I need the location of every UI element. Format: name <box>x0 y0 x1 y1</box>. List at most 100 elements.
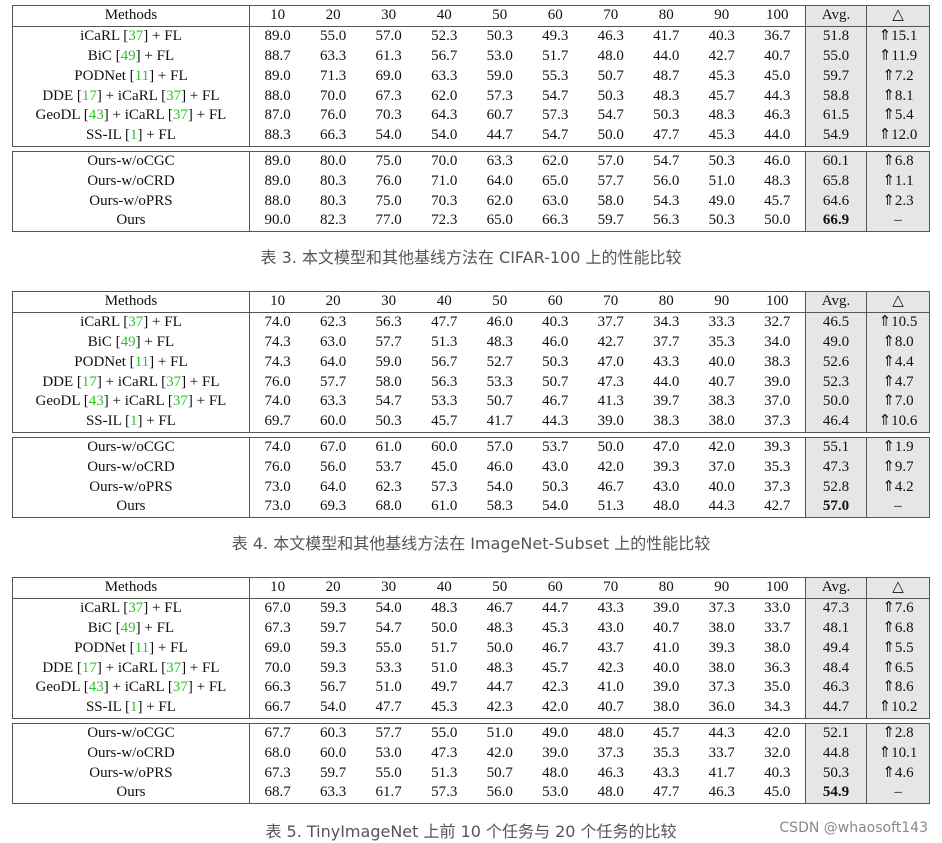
value-cell: 46.4 <box>805 411 867 433</box>
separator <box>12 432 930 438</box>
method-cell: BiC [49] + FL <box>12 618 250 639</box>
value-cell: 57.7 <box>375 333 402 350</box>
value-cell: 52.8 <box>805 477 867 497</box>
value-cell: 33.3 <box>708 314 735 331</box>
header-cell: 90 <box>694 291 750 313</box>
value-cell: 56.7 <box>320 679 347 696</box>
value-cell: 48.0 <box>597 47 624 64</box>
value-cell: 55.3 <box>542 67 569 84</box>
value-cell: 53.0 <box>527 782 583 804</box>
results-table: Methods 10 20 30 40 50 60 70 80 90 100 Avg. △ iCaRL [… <box>12 5 931 232</box>
value-cell: 57.0 <box>375 28 402 45</box>
value-cell: – <box>865 496 931 518</box>
value-cell: 42.7 <box>749 496 806 518</box>
value-cell: 42.3 <box>597 659 624 676</box>
value-cell: 89.0 <box>264 67 291 84</box>
value-cell: 32.7 <box>764 314 791 331</box>
value-cell: 54.0 <box>375 600 402 617</box>
value-cell: 38.0 <box>708 659 735 676</box>
value-cell: 77.0 <box>360 210 417 232</box>
value-cell: 54.0 <box>360 125 417 147</box>
data-row: BiC [49] + FL 67.3 59.7 54.7 50.0 48.3 45.3 43.… <box>12 618 931 639</box>
method-cell: GeoDL [43] + iCaRL [37] + FL <box>12 391 250 412</box>
value-cell: 59.3 <box>320 659 347 676</box>
value-cell: 50.0 <box>805 391 867 412</box>
method-cell: Ours-w/oCGC <box>12 437 250 458</box>
value-cell: 49.4 <box>805 638 867 659</box>
header-cell: Avg. <box>805 577 867 599</box>
value-cell: 50.0 <box>582 125 639 147</box>
value-cell: 41.0 <box>597 679 624 696</box>
value-cell: 35.3 <box>764 458 791 475</box>
header-cell: 30 <box>360 291 417 313</box>
value-cell: 44.3 <box>708 724 735 741</box>
value-cell: 50.7 <box>486 393 513 410</box>
value-cell: ⇑7.2 <box>865 66 931 87</box>
table-caption: 表 4. 本文模型和其他基线方法在 ImageNet-Subset 上的性能比较 <box>231 534 711 553</box>
value-cell: ⇑7.6 <box>865 598 931 619</box>
value-cell: 88.3 <box>249 125 306 147</box>
value-cell: 63.0 <box>542 192 569 209</box>
value-cell: 50.7 <box>486 764 513 781</box>
citation: 37 <box>166 659 182 676</box>
citation: 49 <box>120 619 136 636</box>
value-cell: 33.7 <box>708 744 735 761</box>
value-cell: 41.3 <box>597 393 624 410</box>
value-cell: 54.7 <box>653 152 680 169</box>
header-cell: 20 <box>305 5 361 27</box>
value-cell: 74.0 <box>264 393 291 410</box>
header-cell: 10 <box>249 291 306 313</box>
value-cell: 67.0 <box>264 600 291 617</box>
value-cell: 67.3 <box>375 87 402 104</box>
value-cell: 48.3 <box>486 619 513 636</box>
header-row: Methods 10 20 30 40 50 60 70 80 90 100 Avg. △ <box>12 291 931 313</box>
value-cell: 46.7 <box>542 393 569 410</box>
value-cell: 45.0 <box>764 67 791 84</box>
value-cell: ⇑1.9 <box>865 437 931 458</box>
value-cell: 50.3 <box>653 107 680 124</box>
value-cell: 55.0 <box>805 46 867 67</box>
value-cell: 51.0 <box>708 172 735 189</box>
value-cell: 53.0 <box>486 47 513 64</box>
citation: 17 <box>81 659 97 676</box>
value-cell: 89.0 <box>264 28 291 45</box>
separator <box>12 718 930 724</box>
value-cell: 59.0 <box>486 67 513 84</box>
value-cell: ⇑4.4 <box>865 352 931 373</box>
value-cell: 37.3 <box>708 600 735 617</box>
value-cell: 44.0 <box>749 125 806 147</box>
value-cell: 47.7 <box>638 125 695 147</box>
value-cell: 62.0 <box>542 152 569 169</box>
value-cell: 87.0 <box>264 107 291 124</box>
header-cell: 60 <box>527 291 583 313</box>
header-cell: Avg. <box>805 5 867 27</box>
value-cell: 54.7 <box>527 125 583 147</box>
value-cell: 51.3 <box>431 333 458 350</box>
value-cell: 57.3 <box>431 478 458 495</box>
value-cell: 47.7 <box>638 782 695 804</box>
value-cell: 44.3 <box>764 87 791 104</box>
value-cell: – <box>865 210 931 232</box>
value-cell: 71.3 <box>320 67 347 84</box>
value-cell: 70.3 <box>375 107 402 124</box>
value-cell: 47.3 <box>431 744 458 761</box>
value-cell: 74.0 <box>264 438 291 455</box>
value-cell: 55.0 <box>431 724 458 741</box>
value-cell: 66.3 <box>305 125 361 147</box>
value-cell: 46.3 <box>597 28 624 45</box>
value-cell: 34.3 <box>653 314 680 331</box>
value-cell: 50.3 <box>542 478 569 495</box>
data-row: GeoDL [43] + iCaRL [37] + FL 74.0 63.3 54.7… <box>12 391 931 412</box>
value-cell: 39.7 <box>653 393 680 410</box>
value-cell: 52.6 <box>805 352 867 373</box>
value-cell: 42.7 <box>597 333 624 350</box>
header-cell: 10 <box>249 577 306 599</box>
value-cell: 66.3 <box>527 210 583 232</box>
value-cell: 41.0 <box>653 639 680 656</box>
value-cell: 38.0 <box>708 619 735 636</box>
value-cell: 62.3 <box>375 478 402 495</box>
value-cell: 37.3 <box>749 411 806 433</box>
value-cell: 70.0 <box>320 87 347 104</box>
value-cell: 42.3 <box>542 679 569 696</box>
value-cell: 62.3 <box>320 314 347 331</box>
